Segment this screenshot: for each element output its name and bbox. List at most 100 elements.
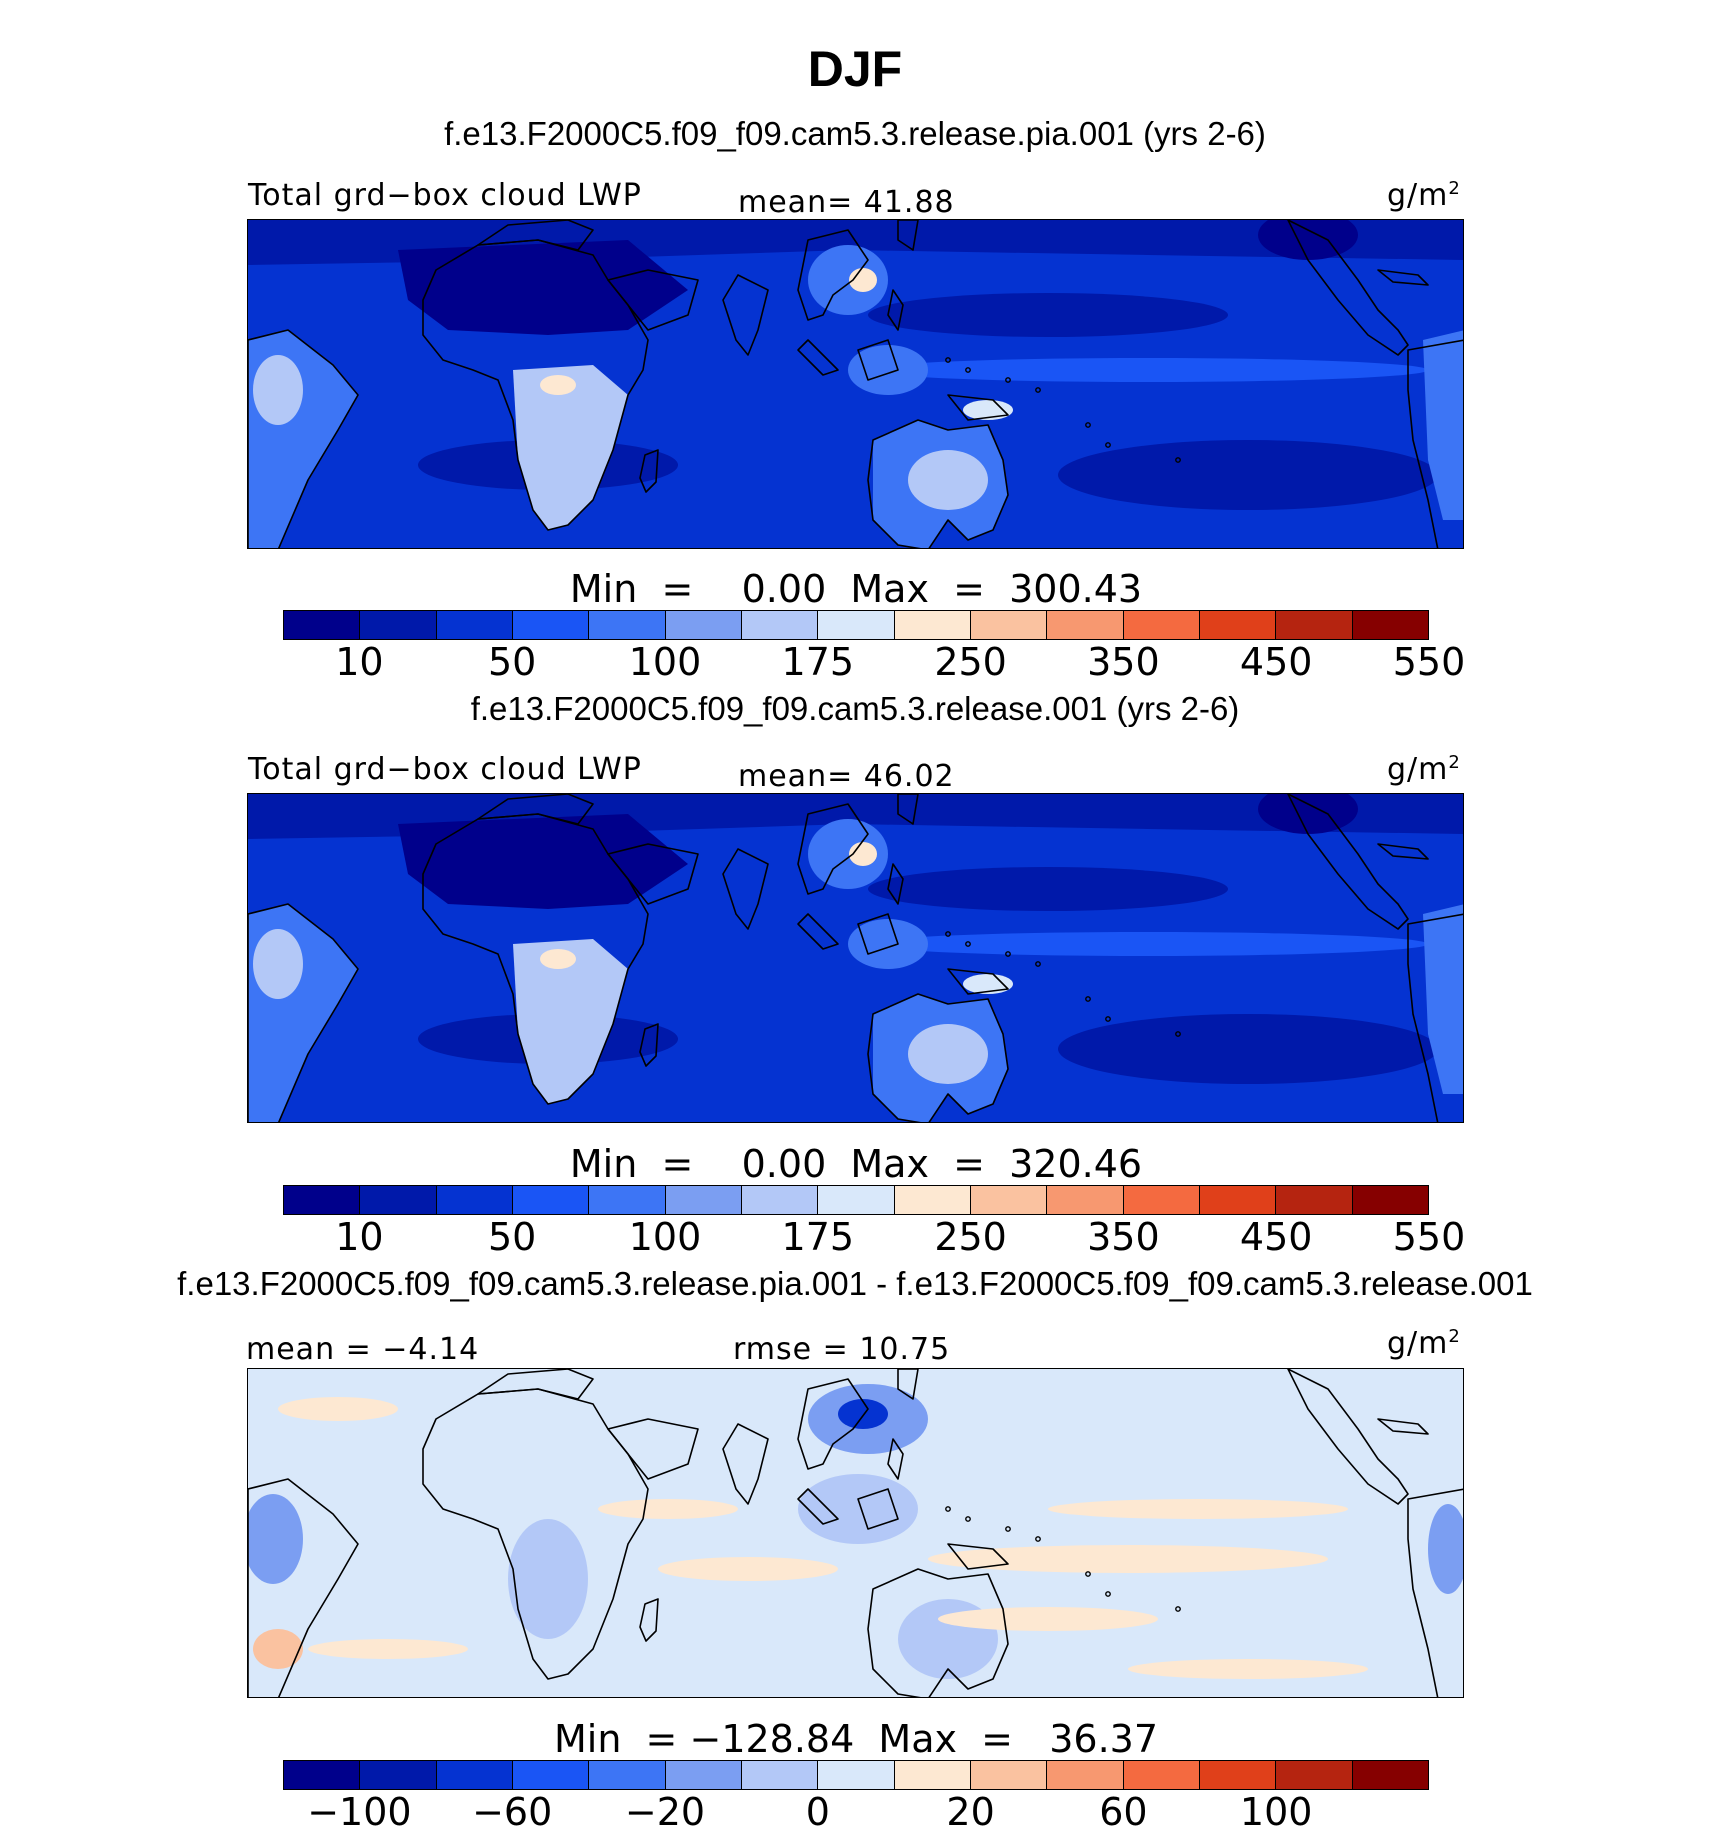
colorbar-swatch [284, 1761, 361, 1789]
colorbar-swatch [894, 611, 971, 639]
colorbar-tick-label: 350 [1087, 1215, 1160, 1259]
coastline-japan [897, 794, 919, 825]
coastline-australia [867, 993, 1009, 1122]
colorbar-tick-label: 0 [805, 1790, 830, 1834]
colorbar-swatch [1352, 1186, 1428, 1214]
island-outline [1085, 996, 1091, 1002]
coastline-arabia [607, 269, 699, 331]
colorbar-tick-label: −20 [624, 1790, 706, 1834]
colorbar-swatch [741, 611, 819, 639]
coastline-japan [897, 1369, 919, 1400]
coastline-arabia [607, 843, 699, 905]
colorbar-swatch [589, 1761, 666, 1789]
positive-anomaly-patch [278, 1397, 398, 1421]
coastline-africa [422, 1388, 649, 1680]
panel-1-mean-label: mean= 41.88 [738, 185, 955, 220]
coastline-brazil [248, 1478, 359, 1697]
colorbar-tick-label: 10 [335, 1215, 384, 1259]
china-cloud [808, 245, 888, 315]
coastline-samerica [1407, 913, 1463, 1122]
australia-maximum [908, 450, 988, 510]
sahara-dry-region [398, 240, 688, 335]
panel-2-units-label: g/m2 [1387, 752, 1461, 787]
coastline-samerica [1407, 339, 1463, 548]
coastline-newguinea [947, 968, 1009, 995]
african-maximum [540, 375, 576, 395]
colorbar-swatch [818, 611, 895, 639]
panel-1-colorbar [283, 610, 1429, 640]
colorbar-swatch [436, 611, 513, 639]
coastline-india [722, 274, 769, 356]
australia-maximum [908, 1024, 988, 1084]
colorbar-tick-label: 10 [335, 640, 384, 684]
colorbar-tick-label: 50 [488, 640, 537, 684]
subtropical-dry-region [868, 293, 1228, 337]
colorbar-tick-label: 350 [1087, 640, 1160, 684]
colorbar-tick-label: 175 [781, 640, 855, 684]
colorbar-swatch [360, 1186, 437, 1214]
coastline-cuba [1377, 843, 1429, 860]
positive-anomaly-patch [1048, 1499, 1348, 1519]
island-outline [1105, 1016, 1111, 1022]
coastline-seasia [797, 803, 869, 895]
coastline-borneo [857, 1488, 899, 1530]
coastline-borneo [857, 913, 899, 955]
coastline-australia [867, 1568, 1009, 1697]
island-outline [965, 367, 971, 373]
colorbar-swatch [894, 1761, 971, 1789]
coastline-africa [422, 239, 649, 531]
andes-cloud [1423, 904, 1463, 1094]
colorbar-swatch [970, 611, 1048, 639]
coastline-europe [477, 220, 594, 251]
colorbar-swatch [1199, 611, 1277, 639]
colorbar-tick-label: 550 [1392, 1215, 1466, 1259]
colorbar-swatch [1276, 1186, 1353, 1214]
positive-anomaly-patch [928, 1545, 1328, 1573]
island-outline [1175, 457, 1181, 463]
coastline-africa [422, 813, 649, 1105]
colorbar-swatch [665, 1186, 742, 1214]
colorbar-tick-label: 450 [1239, 1215, 1313, 1259]
positive-anomaly-patch [938, 1607, 1158, 1631]
panel-3-colorbar [283, 1760, 1429, 1790]
china-maximum [849, 268, 877, 292]
west-mexico-dry-region [1258, 220, 1358, 260]
coastline-newguinea [947, 1543, 1009, 1570]
panel-2-map [247, 793, 1464, 1123]
coastline-madagascar [639, 1023, 659, 1067]
colorbar-swatch [436, 1186, 513, 1214]
southern-africa-cloud [513, 939, 628, 1104]
panel-3-map [247, 1368, 1464, 1698]
coastline-cuba [1377, 1418, 1429, 1435]
coastline-philippines [887, 863, 904, 905]
maritime-negative-anomaly [798, 1474, 918, 1544]
colorbar-swatch [512, 1761, 590, 1789]
positive-anomaly-patch [1128, 1659, 1368, 1679]
island-outline [945, 931, 951, 937]
colorbar-swatch [284, 1186, 361, 1214]
island-outline [965, 941, 971, 947]
colorbar-tick-label: 20 [946, 1790, 995, 1834]
panel-3-mean-label: mean = −4.14 [246, 1332, 480, 1367]
panel-2-variable-label: Total grd−box cloud LWP [248, 752, 642, 787]
colorbar-tick-label: −60 [472, 1790, 553, 1834]
panel-2-colorbar [283, 1185, 1429, 1215]
colorbar-tick-label: 250 [934, 1215, 1007, 1259]
colorbar-swatch [512, 1186, 590, 1214]
colorbar-tick-label: 100 [628, 1215, 702, 1259]
sahara-dry-region [398, 814, 688, 909]
colorbar-tick-label: 100 [1239, 1790, 1313, 1834]
island-outline [1085, 1571, 1091, 1577]
panel-3-minmax: Min = −128.84 Max = 36.37 [553, 1717, 1159, 1761]
colorbar-swatch [512, 611, 590, 639]
colorbar-tick-label: 60 [1099, 1790, 1148, 1834]
island-outline [1005, 951, 1011, 957]
southern-africa-cloud [513, 365, 628, 530]
panel-1-units-label: g/m2 [1387, 178, 1461, 213]
coastline-borneo [857, 339, 899, 381]
china-maximum [849, 842, 877, 866]
panel-1-variable-label: Total grd−box cloud LWP [248, 178, 642, 213]
african-maximum [540, 949, 576, 969]
island-outline [1175, 1031, 1181, 1037]
colorbar-swatch [894, 1186, 971, 1214]
